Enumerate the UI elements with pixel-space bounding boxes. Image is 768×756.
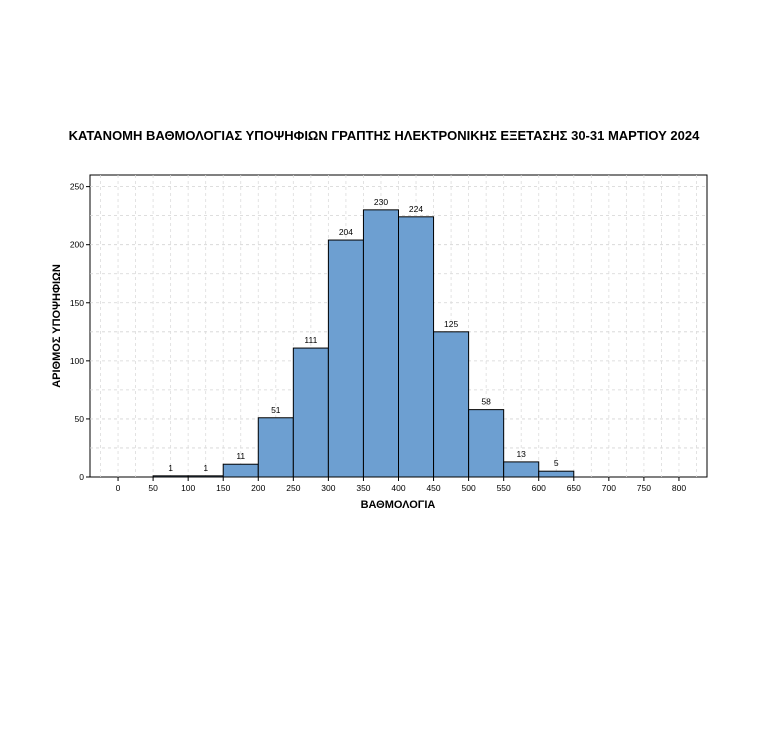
bar-value-label: 11 bbox=[236, 451, 245, 461]
x-tick-label: 200 bbox=[251, 483, 265, 493]
histogram-bar bbox=[433, 331, 470, 478]
x-axis-title: ΒΑΘΜΟΛΟΓΙΑ bbox=[361, 499, 436, 511]
x-tick-label: 0 bbox=[116, 483, 121, 493]
x-tick-label: 50 bbox=[148, 483, 158, 493]
x-tick-label: 600 bbox=[532, 483, 546, 493]
bar-value-label: 51 bbox=[271, 405, 281, 415]
bar-value-label: 204 bbox=[339, 227, 353, 237]
bar-value-label: 230 bbox=[374, 197, 388, 207]
bar-value-label: 125 bbox=[444, 319, 458, 329]
y-tick-label: 200 bbox=[70, 240, 84, 250]
histogram-bar bbox=[327, 239, 364, 478]
x-tick-label: 150 bbox=[216, 483, 230, 493]
x-tick-label: 700 bbox=[602, 483, 616, 493]
y-axis-title: ΑΡΙΘΜΟΣ ΥΠΟΨΗΦΙΩΝ bbox=[51, 264, 63, 388]
y-tick-label: 100 bbox=[70, 356, 84, 366]
x-tick-label: 350 bbox=[356, 483, 370, 493]
bar-value-label: 13 bbox=[516, 449, 526, 459]
histogram-bar bbox=[152, 475, 189, 478]
histogram-bar bbox=[222, 463, 259, 478]
x-tick-label: 550 bbox=[497, 483, 511, 493]
x-tick-label: 500 bbox=[462, 483, 476, 493]
histogram-bar bbox=[398, 216, 435, 478]
x-tick-label: 800 bbox=[672, 483, 686, 493]
bar-value-label: 1 bbox=[168, 463, 173, 473]
bar-value-label: 111 bbox=[304, 335, 317, 345]
y-tick-label: 250 bbox=[70, 182, 84, 192]
x-tick-label: 650 bbox=[567, 483, 581, 493]
x-tick-label: 450 bbox=[426, 483, 440, 493]
bar-value-label: 5 bbox=[554, 458, 559, 468]
x-tick-label: 750 bbox=[637, 483, 651, 493]
chart-title: ΚΑΤΑΝΟΜΗ ΒΑΘΜΟΛΟΓΙΑΣ ΥΠΟΨΗΦΙΩΝ ΓΡΑΠΤΗΣ Η… bbox=[68, 128, 700, 143]
x-tick-label: 300 bbox=[321, 483, 335, 493]
x-tick-label: 100 bbox=[181, 483, 195, 493]
y-tick-label: 0 bbox=[79, 472, 84, 482]
histogram-bar bbox=[187, 475, 224, 478]
histogram-bar bbox=[292, 347, 329, 478]
histogram-bar bbox=[362, 209, 399, 478]
bar-value-label: 58 bbox=[481, 397, 491, 407]
histogram-bar bbox=[538, 470, 575, 478]
axes: 0 50 100 150 200 250 0 50 100 150 200 250 300 350 400 4… bbox=[70, 182, 687, 493]
histogram-bar bbox=[503, 461, 540, 478]
bar-value-label: 1 bbox=[203, 463, 208, 473]
x-tick-label: 400 bbox=[391, 483, 405, 493]
bar-value-label: 224 bbox=[409, 204, 423, 214]
histogram-bar bbox=[468, 409, 505, 478]
y-tick-label: 150 bbox=[70, 298, 84, 308]
histogram-bar bbox=[257, 417, 294, 478]
y-tick-label: 50 bbox=[75, 414, 85, 424]
x-tick-label: 250 bbox=[286, 483, 300, 493]
